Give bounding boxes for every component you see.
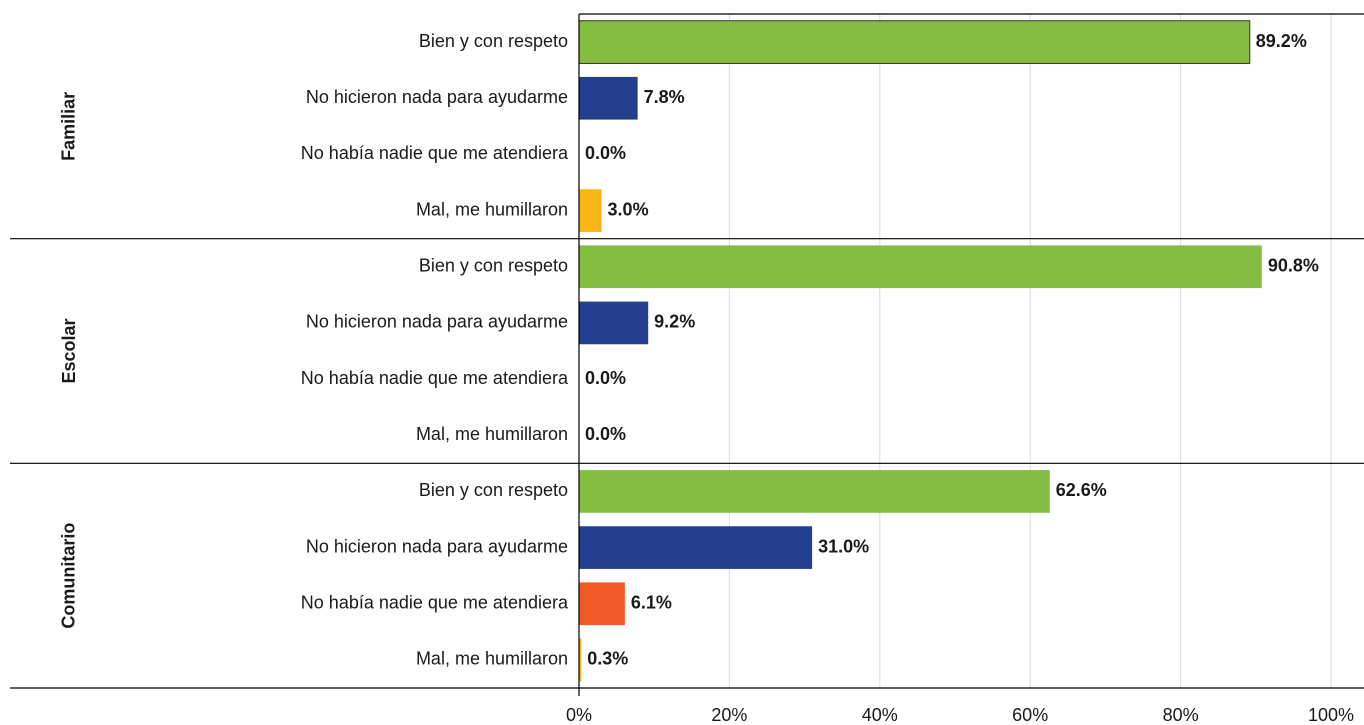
group-label: Comunitario xyxy=(59,523,79,629)
bar xyxy=(579,301,649,345)
group-label: Familiar xyxy=(59,92,79,161)
value-label: 0.0% xyxy=(585,368,626,388)
x-tick-label: 80% xyxy=(1163,705,1199,725)
value-label: 62.6% xyxy=(1056,480,1107,500)
value-label: 0.0% xyxy=(585,424,626,444)
x-tick-label: 0% xyxy=(566,705,592,725)
value-label: 0.0% xyxy=(585,143,626,163)
value-label: 7.8% xyxy=(644,87,685,107)
value-label: 89.2% xyxy=(1256,31,1307,51)
value-label: 90.8% xyxy=(1268,256,1319,276)
category-label: No había nadie que me atendiera xyxy=(301,593,569,613)
bar xyxy=(578,20,1251,64)
value-label: 0.3% xyxy=(587,649,628,669)
value-label: 6.1% xyxy=(631,593,672,613)
bar xyxy=(579,526,813,569)
bar xyxy=(579,76,638,120)
category-label: Mal, me humillaron xyxy=(416,649,568,669)
value-label: 31.0% xyxy=(818,536,869,556)
category-label: Bien y con respeto xyxy=(419,31,568,51)
bar xyxy=(579,470,1050,513)
x-tick-label: 100% xyxy=(1308,705,1354,725)
group-label: Escolar xyxy=(59,318,79,383)
category-label: No hicieron nada para ayudarme xyxy=(306,87,568,107)
category-label: No había nadie que me atendiera xyxy=(301,368,569,388)
bar xyxy=(579,245,1262,289)
bar xyxy=(579,582,625,626)
x-tick-label: 60% xyxy=(1012,705,1048,725)
x-tick-label: 20% xyxy=(711,705,747,725)
category-label: Mal, me humillaron xyxy=(416,424,568,444)
bar xyxy=(579,638,582,682)
bar xyxy=(579,189,602,232)
category-label: No hicieron nada para ayudarme xyxy=(306,536,568,556)
category-label: Mal, me humillaron xyxy=(416,199,568,219)
category-label: No hicieron nada para ayudarme xyxy=(306,312,568,332)
x-tick-label: 40% xyxy=(862,705,898,725)
value-label: 3.0% xyxy=(608,199,649,219)
category-label: No había nadie que me atendiera xyxy=(301,143,569,163)
value-label: 9.2% xyxy=(654,312,695,332)
category-label: Bien y con respeto xyxy=(419,480,568,500)
category-label: Bien y con respeto xyxy=(419,256,568,276)
